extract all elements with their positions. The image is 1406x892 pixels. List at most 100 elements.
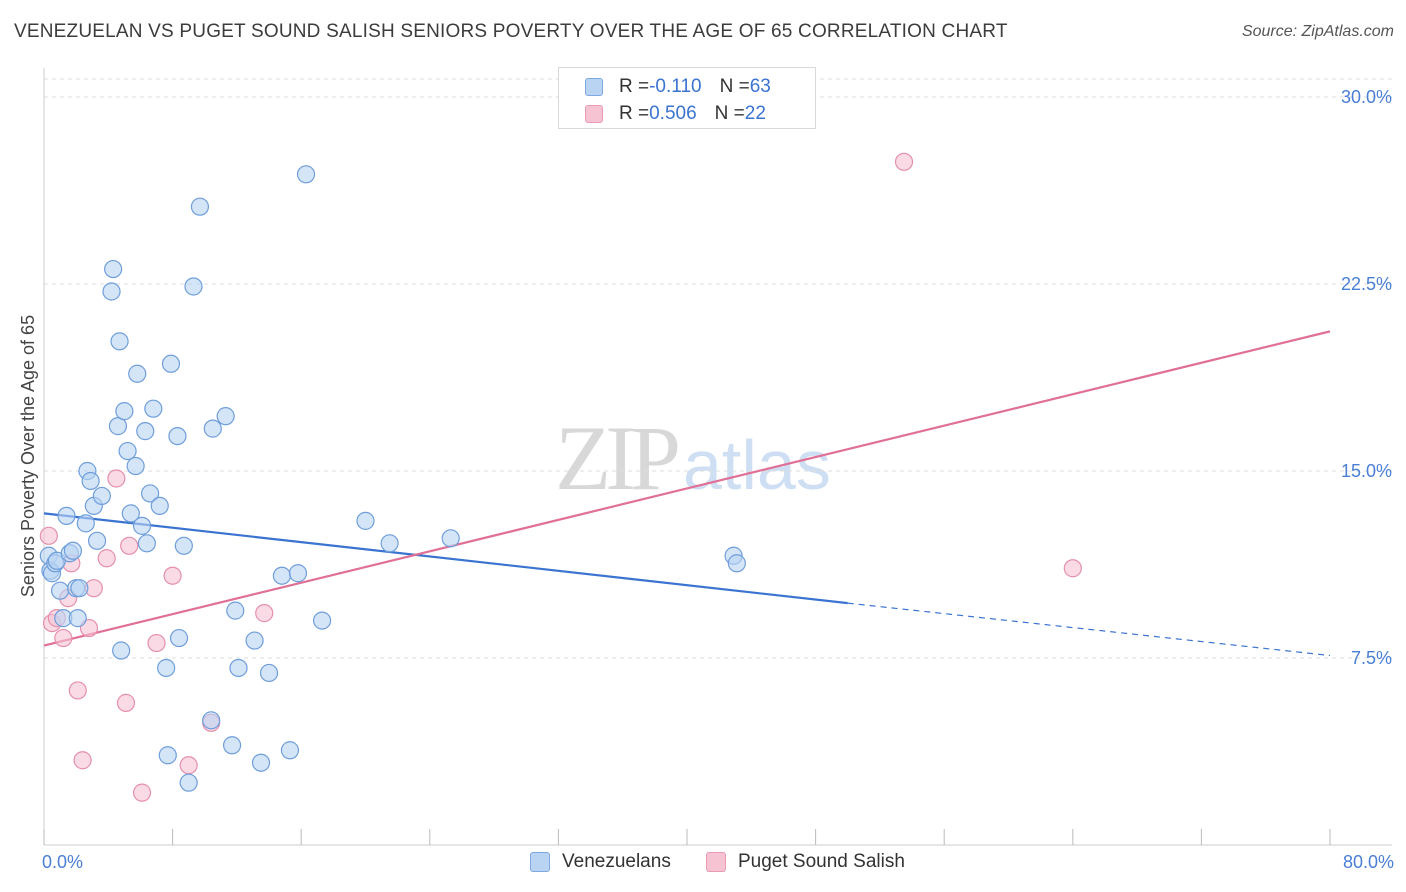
venezuelan-point <box>380 534 399 553</box>
venezuelan-point <box>70 579 89 598</box>
puget-point <box>179 756 198 775</box>
venezuelan-point <box>184 277 203 296</box>
venezuelan-point <box>128 364 147 383</box>
venezuelan-point <box>203 419 222 438</box>
watermark-atlas: atlas <box>683 426 831 504</box>
venezuelan-point <box>92 486 111 506</box>
bottom-legend-swatch-pink <box>706 852 726 872</box>
venezuelan-point <box>140 484 160 503</box>
bottom-legend-label: Puget Sound Salish <box>738 851 905 872</box>
legend-r-value: -0.110 <box>649 76 702 97</box>
venezuelan-point <box>280 741 300 760</box>
legend-row-puget: R = 0.506 N = 22 <box>585 102 766 126</box>
legend-swatch-blue <box>585 78 603 96</box>
bottom-legend: Venezuelans Puget Sound Salish <box>0 851 1406 879</box>
puget-point <box>107 469 126 488</box>
venezuelan-point <box>245 631 264 650</box>
puget-point <box>68 681 87 700</box>
source-label: Source: ZipAtlas.com <box>1241 23 1394 40</box>
venezuelan-point <box>150 496 169 516</box>
point-layer <box>39 152 1082 802</box>
venezuelan-point <box>81 471 100 491</box>
venezuelan-point <box>104 259 123 279</box>
venezuelan-point <box>110 332 129 351</box>
puget-point <box>163 566 182 585</box>
bottom-legend-label: Venezuelans <box>562 851 671 872</box>
bottom-legend-swatch-blue <box>530 852 550 872</box>
puget-point <box>120 536 139 555</box>
venezuelan-point <box>158 746 177 765</box>
puget-point <box>147 633 166 653</box>
y-tick-label: 7.5% <box>1351 648 1392 668</box>
legend-r-value: 0.506 <box>649 103 697 124</box>
puget-point <box>116 693 136 712</box>
puget-point <box>255 604 274 623</box>
venezuelan-point <box>50 581 70 600</box>
venezuelan-point <box>136 422 155 441</box>
axis-layer <box>43 68 1392 846</box>
venezuelan-point <box>168 426 187 446</box>
puget-trend-line <box>43 330 1331 647</box>
y-tick-label: 30.0% <box>1341 87 1392 107</box>
venezuelan-point <box>121 504 140 523</box>
venezuelan-point <box>169 628 189 648</box>
venezuelan-point <box>202 711 221 730</box>
venezuelan-point <box>102 282 121 301</box>
venezuelan-point <box>179 773 198 792</box>
y-tick-label: 15.0% <box>1341 461 1392 481</box>
venezuelan-point <box>222 736 242 755</box>
label-layer: 7.5% 15.0% 22.5% 30.0% Seniors Poverty Over … <box>18 87 1392 668</box>
venezuelan-point <box>126 456 145 476</box>
bottom-legend-puget: Puget Sound Salish <box>706 851 905 873</box>
y-tick-label: 22.5% <box>1341 274 1392 294</box>
venezuelan-point <box>87 531 107 550</box>
venezuelan-point <box>272 566 292 585</box>
venezuelan-point <box>161 354 181 373</box>
venezuelan-point <box>108 417 128 436</box>
legend-r-label: R = <box>619 76 650 97</box>
x-axis-min-label: 0.0% <box>42 852 84 872</box>
puget-point <box>39 526 58 545</box>
venezuelan-point <box>226 601 245 620</box>
venezuelan-point <box>259 663 279 683</box>
venezuelan-point <box>727 554 746 573</box>
venezuelan-point <box>216 407 235 426</box>
legend-row-venezuelans: R = -0.110 N = 63 <box>585 75 771 99</box>
legend-n-value: 63 <box>749 76 771 97</box>
legend-box: R = -0.110 N = 63 R = 0.506 N = 22 <box>558 67 816 129</box>
puget-point <box>54 628 73 648</box>
venezuelan-point <box>441 529 460 548</box>
legend-n-label: N = <box>714 103 745 124</box>
legend-n-label: N = <box>719 76 750 97</box>
venezuelan-point <box>137 534 156 553</box>
venezuelan-point <box>174 536 193 555</box>
puget-point <box>1063 559 1082 578</box>
legend-swatch-pink <box>585 105 603 123</box>
venezuelan-point <box>312 611 332 630</box>
puget-point <box>132 783 152 802</box>
venezuelans-trend-line <box>43 512 848 605</box>
venezuelan-point <box>144 399 163 418</box>
bottom-legend-venezuelans: Venezuelans <box>530 851 671 873</box>
watermark-zip: ZIP <box>555 407 681 509</box>
venezuelan-point <box>356 511 375 530</box>
x-axis-max-label: 80.0% <box>1342 852 1394 872</box>
chart-title: VENEZUELAN VS PUGET SOUND SALISH SENIORS… <box>14 21 1008 42</box>
y-axis-label: Seniors Poverty Over the Age of 65 <box>18 315 38 597</box>
venezuelan-point <box>76 514 95 533</box>
venezuelan-point <box>190 197 210 216</box>
venezuelan-point <box>57 506 76 525</box>
venezuelan-point <box>68 609 87 628</box>
venezuelan-point <box>118 441 137 461</box>
puget-point <box>97 549 116 568</box>
puget-point <box>894 152 914 171</box>
venezuelan-point <box>251 753 271 772</box>
puget-point <box>73 751 92 770</box>
venezuelan-point <box>132 516 152 535</box>
venezuelan-point <box>229 658 248 678</box>
venezuelan-point <box>112 641 131 660</box>
venezuelan-point <box>115 402 134 421</box>
legend-r-label: R = <box>619 103 650 124</box>
venezuelan-point <box>296 165 316 184</box>
